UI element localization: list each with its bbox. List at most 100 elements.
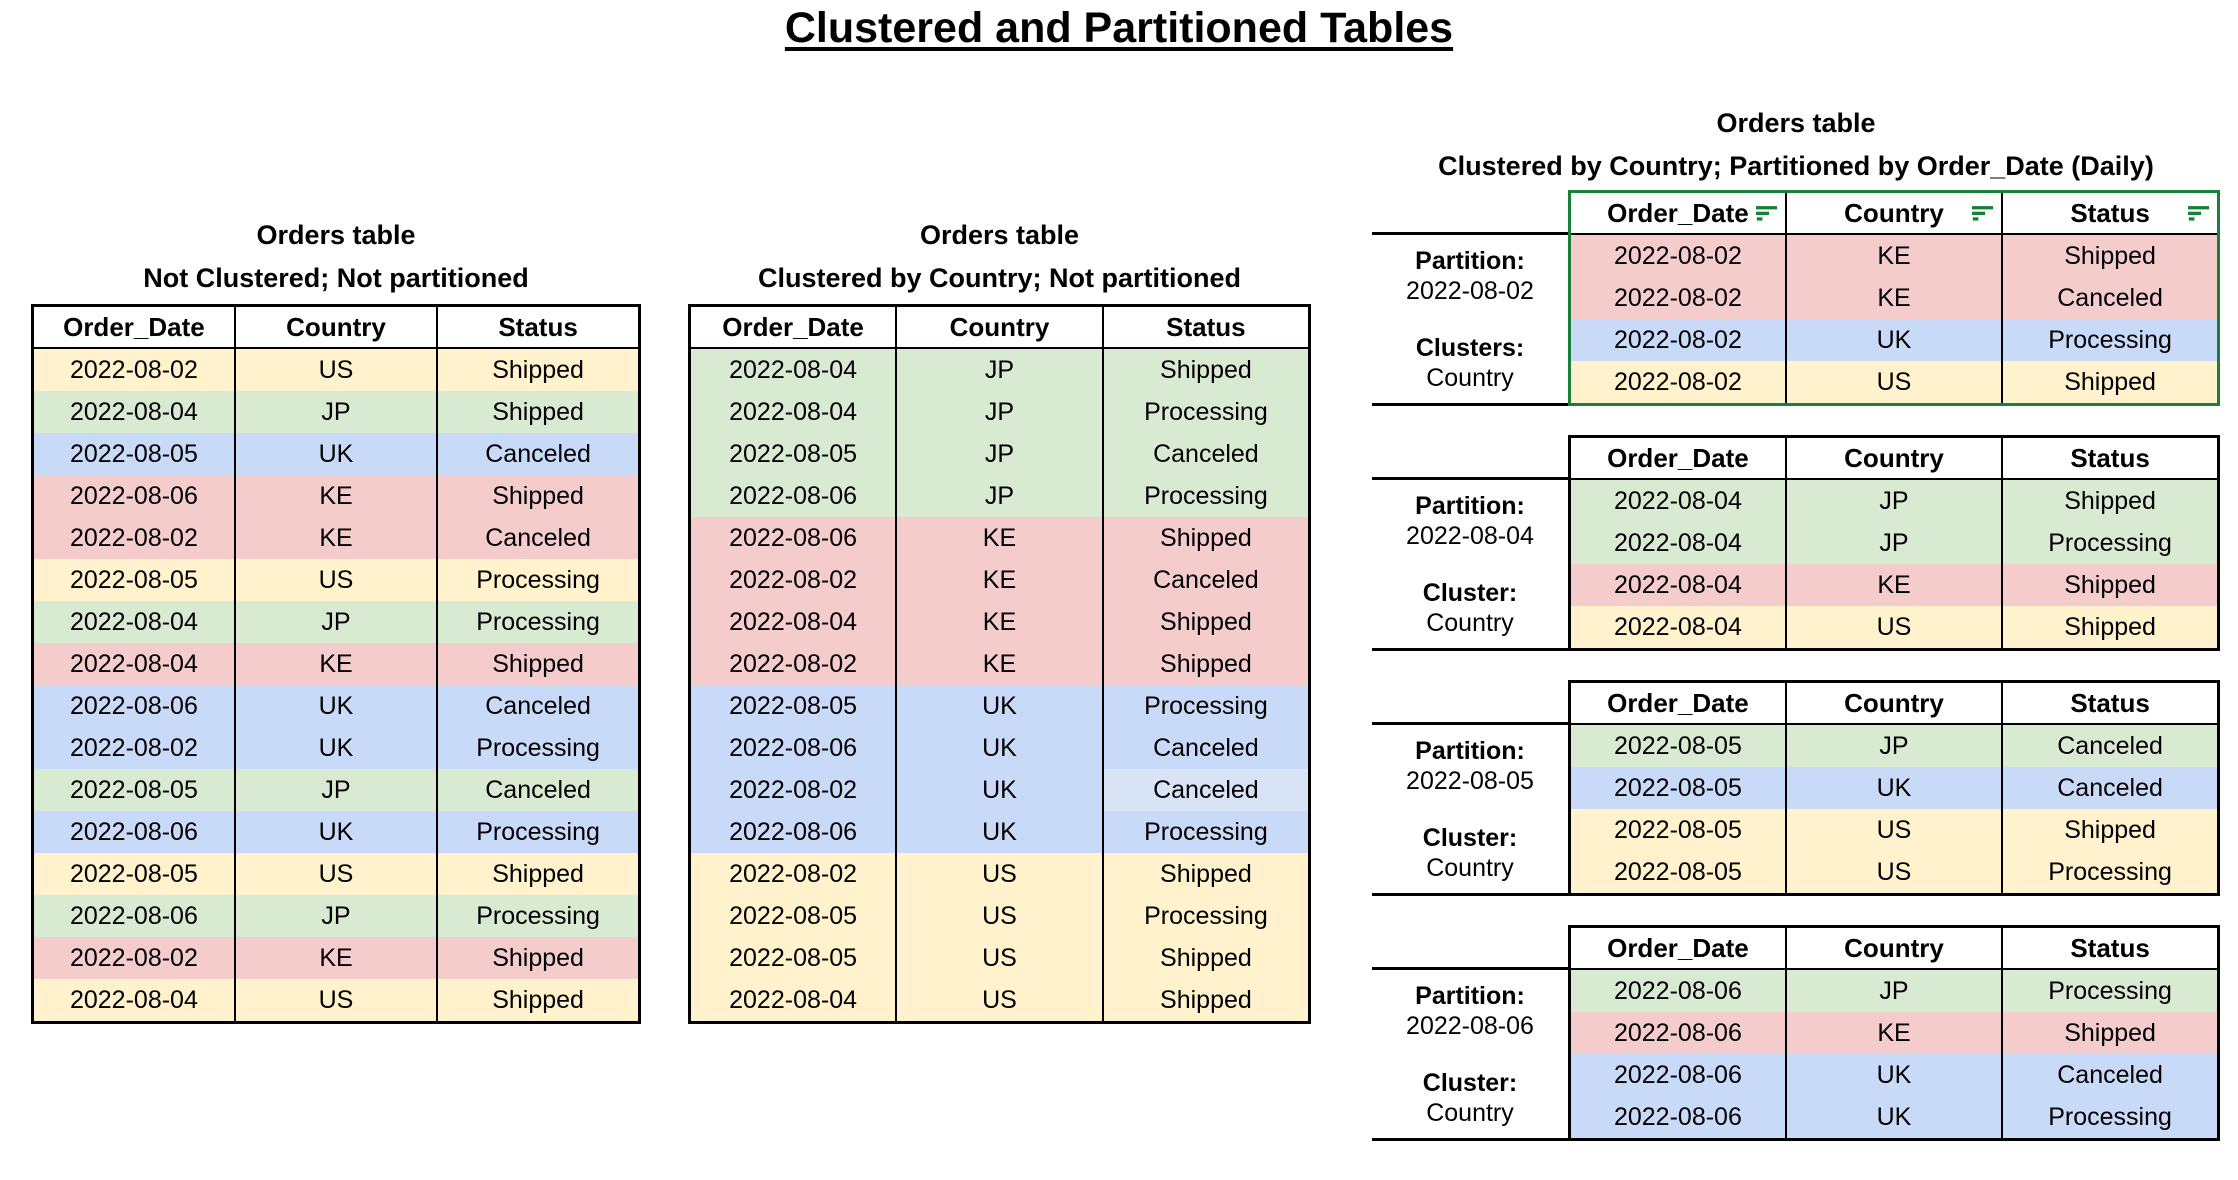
cell-country: US: [233, 559, 439, 601]
column-header-status: Status: [436, 305, 641, 349]
column-header-country: Country: [1784, 926, 2004, 970]
cell-order-date: 2022-08-06: [688, 727, 898, 769]
cell-country: UK: [895, 727, 1104, 769]
cell-status: Canceled: [2001, 724, 2220, 767]
cell-country: KE: [233, 517, 439, 559]
cell-country: US: [1784, 606, 2004, 650]
table-row: 2022-08-04 JP Processing: [688, 391, 1311, 433]
cell-status: Processing: [436, 601, 641, 643]
cluster-label: Cluster:: [1422, 578, 1518, 607]
cell-status: Shipped: [436, 643, 641, 685]
column-header-label: Country: [1844, 442, 1944, 473]
cell-order-date: 2022-08-05: [688, 685, 898, 727]
partition-label-cell: Partition: 2022-08-05 Cluster: Country: [1372, 722, 1568, 896]
cell-status: Shipped: [1101, 348, 1311, 391]
cell-status: Processing: [1101, 811, 1311, 853]
cell-country: US: [895, 895, 1104, 937]
cell-status: Shipped: [436, 937, 641, 979]
cell-order-date: 2022-08-06: [1568, 969, 1787, 1012]
filter-icon[interactable]: [1971, 204, 1994, 223]
cell-status: Shipped: [1101, 979, 1311, 1023]
cell-country: US: [895, 853, 1104, 895]
column-header-country: Country: [1784, 191, 2004, 235]
column-header-status: Status: [1101, 305, 1311, 349]
table-row: 2022-08-06 KE Shipped: [1568, 1012, 2220, 1054]
table-row: 2022-08-06 KE Shipped: [688, 517, 1311, 559]
cell-country: JP: [1784, 522, 2004, 564]
cell-order-date: 2022-08-06: [31, 475, 236, 517]
cell-order-date: 2022-08-06: [31, 811, 236, 853]
cell-order-date: 2022-08-05: [31, 853, 236, 895]
cluster-label: Cluster:: [1422, 823, 1518, 852]
column-header-order_date: Order_Date: [1568, 681, 1787, 725]
cell-country: US: [233, 348, 439, 391]
cell-country: US: [233, 853, 439, 895]
cell-status: Processing: [436, 727, 641, 769]
table-row: 2022-08-02 US Shipped: [688, 853, 1311, 895]
column-header-country: Country: [895, 305, 1104, 349]
cell-order-date: 2022-08-02: [1568, 277, 1787, 319]
cell-order-date: 2022-08-05: [688, 937, 898, 979]
label-spacer: [1372, 796, 1568, 823]
partition-group: Partition: 2022-08-05 Cluster: Country O…: [1372, 680, 2220, 896]
column-header-status: Status: [2001, 191, 2220, 235]
column-header-country: Country: [1784, 681, 2004, 725]
cell-order-date: 2022-08-04: [688, 601, 898, 643]
cell-country: US: [1784, 851, 2004, 895]
table-row: 2022-08-02 UK Processing: [31, 727, 641, 769]
table-title: Orders table: [256, 220, 416, 250]
cell-order-date: 2022-08-04: [1568, 564, 1787, 606]
cell-country: KE: [233, 937, 439, 979]
cell-order-date: 2022-08-05: [1568, 809, 1787, 851]
column-header-status: Status: [2001, 436, 2220, 480]
table-row: 2022-08-06 JP Processing: [688, 475, 1311, 517]
cell-status: Processing: [2001, 969, 2220, 1012]
filter-icon[interactable]: [1755, 204, 1778, 223]
cell-order-date: 2022-08-04: [31, 979, 236, 1023]
cell-order-date: 2022-08-06: [1568, 1054, 1787, 1096]
cell-country: UK: [233, 811, 439, 853]
cell-order-date: 2022-08-05: [31, 433, 236, 475]
cell-status: Canceled: [1101, 433, 1311, 475]
cell-country: JP: [1784, 479, 2004, 522]
column-header-label: Order_Date: [1607, 197, 1749, 228]
cell-status: Canceled: [1101, 727, 1311, 769]
table-row: 2022-08-04 JP Processing: [31, 601, 641, 643]
cell-country: JP: [233, 769, 439, 811]
table-row: 2022-08-05 UK Processing: [688, 685, 1311, 727]
column-header-status: Status: [2001, 681, 2220, 725]
filter-icon[interactable]: [2187, 204, 2210, 223]
cell-country: KE: [895, 601, 1104, 643]
cell-country: US: [233, 979, 439, 1023]
cell-country: UK: [1784, 1096, 2004, 1140]
header-row: Order_Date Country Status: [1568, 436, 2220, 480]
header-row: Order_Date Country Status: [1568, 681, 2220, 725]
cell-order-date: 2022-08-02: [688, 853, 898, 895]
unclustered-table-section: Orders table Not Clustered; Not partitio…: [31, 219, 641, 1024]
partition-label: Partition:: [1415, 981, 1525, 1010]
cell-status: Processing: [436, 895, 641, 937]
cell-order-date: 2022-08-02: [688, 769, 898, 811]
cell-status: Canceled: [2001, 767, 2220, 809]
label-spacer: [1372, 1041, 1568, 1068]
column-header-country: Country: [1784, 436, 2004, 480]
table-row: 2022-08-05 US Shipped: [31, 853, 641, 895]
page-title: Clustered and Partitioned Tables: [784, 4, 1454, 52]
column-header-order_date: Order_Date: [1568, 436, 1787, 480]
table-row: 2022-08-04 JP Shipped: [688, 348, 1311, 391]
cell-status: Processing: [2001, 1096, 2220, 1140]
clustered-table-section: Orders table Clustered by Country; Not p…: [688, 219, 1311, 1024]
column-header-order_date: Order_Date: [688, 305, 898, 349]
cell-status: Shipped: [436, 979, 641, 1023]
table-row: 2022-08-04 US Shipped: [31, 979, 641, 1023]
cell-country: KE: [895, 517, 1104, 559]
column-header-label: Status: [498, 311, 578, 342]
orders-table-unclustered: Order_Date Country Status 2022-08-02 US Shipp…: [31, 304, 641, 1024]
cell-status: Processing: [436, 559, 641, 601]
cell-order-date: 2022-08-06: [31, 685, 236, 727]
table-row: 2022-08-04 US Shipped: [688, 979, 1311, 1023]
partition-group: Partition: 2022-08-02 Clusters: Country …: [1372, 190, 2220, 406]
cell-order-date: 2022-08-02: [31, 937, 236, 979]
partition-label: Partition:: [1415, 736, 1525, 765]
column-header-label: Order_Date: [1607, 442, 1749, 473]
